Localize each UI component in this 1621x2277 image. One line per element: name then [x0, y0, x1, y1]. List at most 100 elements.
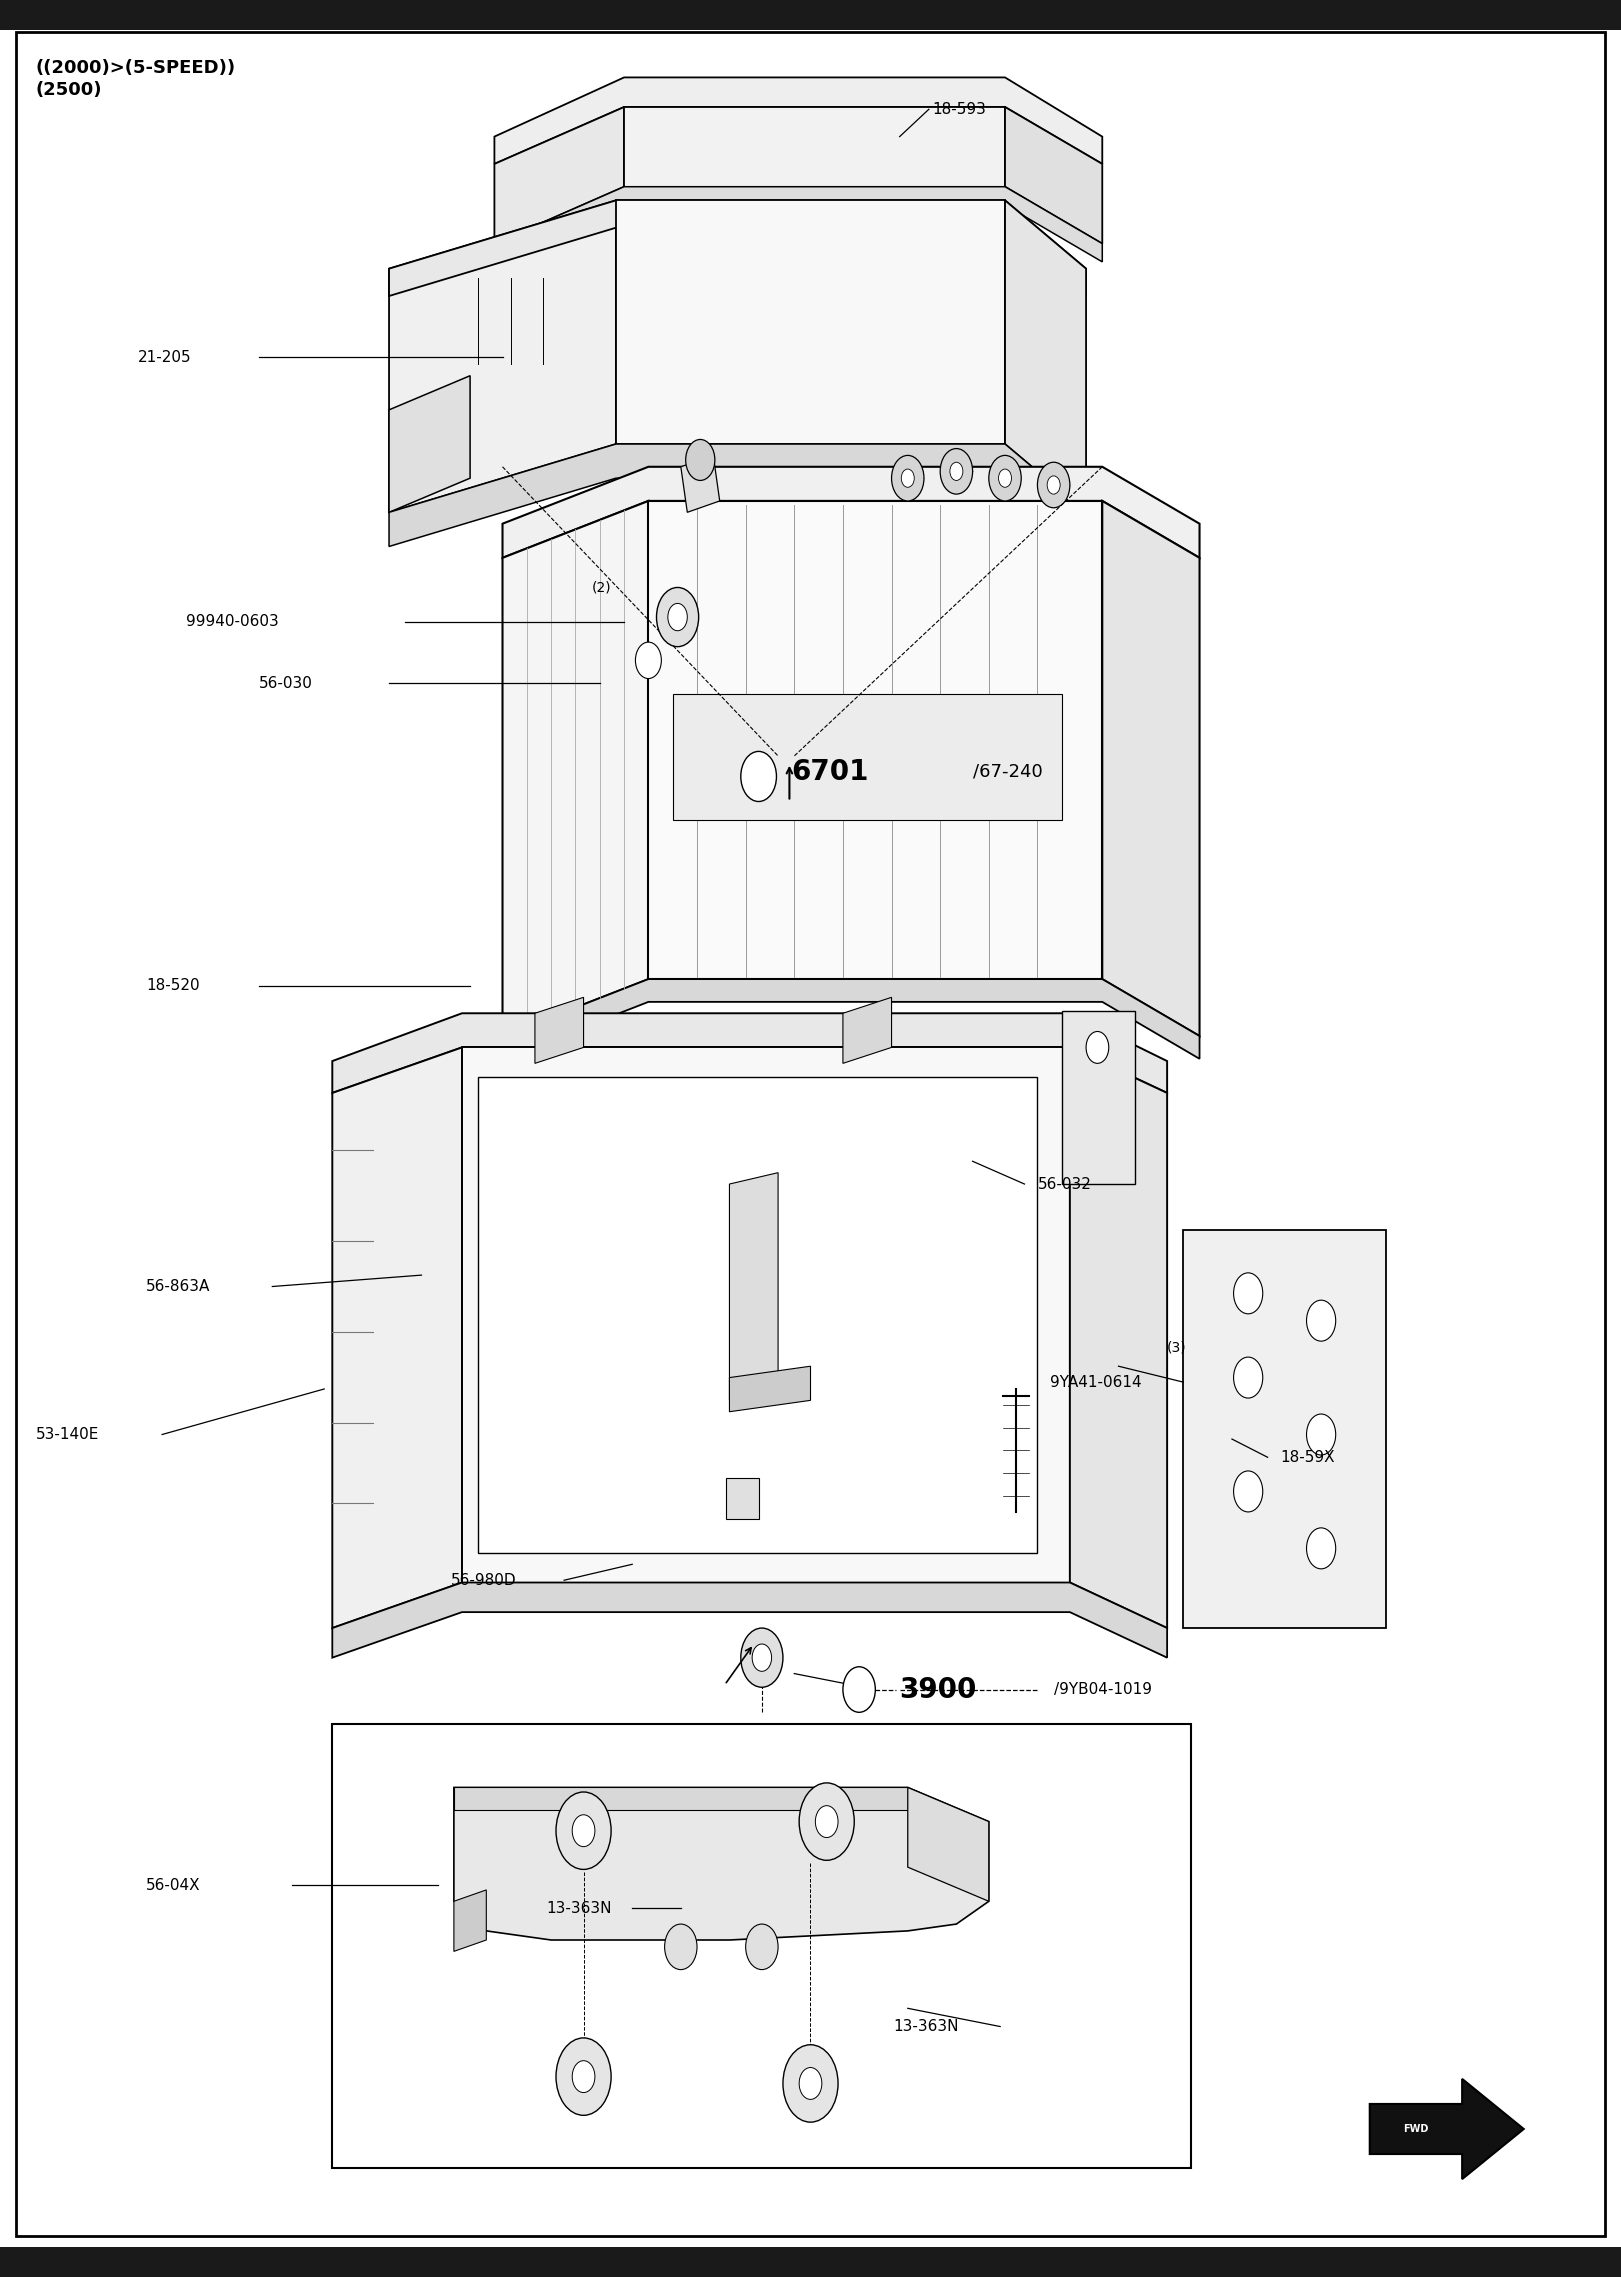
Bar	[726, 1478, 759, 1519]
Circle shape	[1047, 476, 1060, 494]
Polygon shape	[389, 200, 1086, 296]
Polygon shape	[843, 997, 892, 1063]
Text: 56-863A: 56-863A	[146, 1280, 211, 1293]
Circle shape	[752, 1644, 772, 1671]
Circle shape	[572, 1815, 595, 1847]
Polygon shape	[389, 444, 1086, 546]
Circle shape	[901, 469, 914, 487]
Circle shape	[892, 455, 924, 501]
Polygon shape	[908, 1787, 989, 1901]
Polygon shape	[494, 77, 1102, 164]
Text: 13-363N: 13-363N	[546, 1901, 611, 1915]
Circle shape	[1234, 1471, 1263, 1512]
Circle shape	[1234, 1273, 1263, 1314]
Polygon shape	[616, 200, 1005, 444]
Bar	[0, 0, 1621, 30]
Circle shape	[815, 1806, 838, 1838]
Circle shape	[1037, 462, 1070, 508]
Circle shape	[741, 751, 776, 802]
Circle shape	[783, 2045, 838, 2122]
Polygon shape	[454, 1787, 908, 1810]
Polygon shape	[1070, 1047, 1167, 1628]
Circle shape	[665, 1924, 697, 1970]
Circle shape	[1234, 1357, 1263, 1398]
Text: 56-980D: 56-980D	[451, 1573, 515, 1587]
Text: ((2000)>(5-SPEED))
(2500): ((2000)>(5-SPEED)) (2500)	[36, 59, 235, 100]
Polygon shape	[937, 524, 976, 558]
Polygon shape	[1183, 1230, 1386, 1628]
Polygon shape	[535, 997, 584, 1063]
Bar	[0, 2247, 1621, 2277]
Text: /67-240: /67-240	[973, 763, 1042, 781]
Polygon shape	[1370, 2079, 1524, 2179]
Polygon shape	[462, 1047, 1070, 1583]
Polygon shape	[494, 107, 624, 244]
Polygon shape	[1102, 501, 1200, 1036]
Text: 53-140E: 53-140E	[36, 1428, 99, 1441]
Bar	[673, 694, 1062, 820]
Circle shape	[1307, 1528, 1336, 1569]
Circle shape	[1307, 1300, 1336, 1341]
Polygon shape	[454, 1890, 486, 1951]
Text: 13-363N: 13-363N	[893, 2020, 958, 2033]
Circle shape	[799, 2068, 822, 2099]
Circle shape	[989, 455, 1021, 501]
Text: FWD: FWD	[1404, 2124, 1428, 2134]
Circle shape	[741, 1628, 783, 1687]
Polygon shape	[548, 524, 587, 558]
Circle shape	[668, 603, 687, 631]
Circle shape	[1086, 1031, 1109, 1063]
Bar	[332, 1724, 1191, 2168]
Circle shape	[556, 1792, 611, 1869]
Polygon shape	[1062, 1011, 1135, 1184]
Polygon shape	[494, 187, 1102, 262]
Circle shape	[999, 469, 1012, 487]
Text: 3900: 3900	[900, 1676, 977, 1703]
Polygon shape	[681, 455, 720, 512]
Circle shape	[843, 1667, 875, 1712]
Polygon shape	[454, 1787, 989, 1940]
Text: 99940-0603: 99940-0603	[186, 615, 279, 628]
Circle shape	[950, 462, 963, 480]
Polygon shape	[729, 1366, 810, 1412]
Polygon shape	[729, 1173, 778, 1400]
Circle shape	[556, 2038, 611, 2115]
Polygon shape	[503, 467, 1200, 558]
Polygon shape	[332, 1013, 1167, 1093]
Text: 18-520: 18-520	[146, 979, 199, 993]
Circle shape	[635, 642, 661, 679]
Circle shape	[746, 1924, 778, 1970]
Text: 56-04X: 56-04X	[146, 1879, 201, 1892]
Polygon shape	[1005, 200, 1086, 512]
Text: 56-032: 56-032	[1037, 1177, 1091, 1191]
Polygon shape	[503, 501, 648, 1036]
Text: 18-59X: 18-59X	[1281, 1450, 1336, 1464]
Polygon shape	[332, 1583, 1167, 1658]
Polygon shape	[503, 979, 1200, 1059]
Polygon shape	[640, 638, 964, 751]
Circle shape	[657, 587, 699, 647]
Circle shape	[940, 449, 973, 494]
Text: /9YB04-1019: /9YB04-1019	[1054, 1683, 1151, 1696]
Circle shape	[572, 2061, 595, 2093]
Circle shape	[1307, 1414, 1336, 1455]
Polygon shape	[648, 501, 1102, 979]
Text: 18-593: 18-593	[932, 102, 986, 116]
Polygon shape	[888, 524, 927, 558]
Text: (3): (3)	[1167, 1341, 1187, 1355]
Text: 9YA41-0614: 9YA41-0614	[1050, 1375, 1143, 1389]
Text: 21-205: 21-205	[138, 351, 191, 364]
Polygon shape	[389, 200, 616, 512]
Polygon shape	[1005, 107, 1102, 244]
Polygon shape	[515, 524, 554, 558]
Text: (2): (2)	[592, 581, 611, 594]
Polygon shape	[389, 376, 470, 512]
Text: 6701: 6701	[791, 758, 869, 786]
Polygon shape	[478, 1077, 1037, 1553]
Polygon shape	[948, 706, 1013, 756]
Circle shape	[799, 1783, 854, 1860]
Polygon shape	[332, 1047, 462, 1628]
Text: 56-030: 56-030	[259, 676, 313, 690]
Polygon shape	[624, 107, 1005, 187]
Circle shape	[686, 439, 715, 480]
